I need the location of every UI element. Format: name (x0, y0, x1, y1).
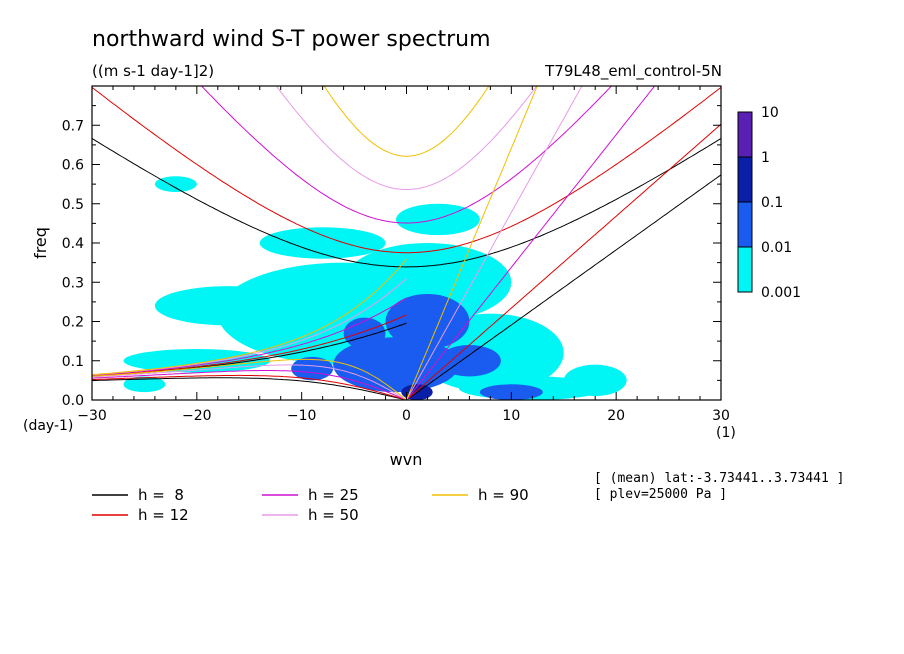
run-label: T79L48_eml_control-5N (544, 62, 722, 81)
y-tick-label: 0.6 (62, 158, 84, 174)
legend-label: h = 12 (138, 506, 189, 524)
curve-er-h25 (92, 370, 408, 400)
curve-kelvin-h12 (406, 123, 721, 400)
y-tick-label: 0.3 (62, 275, 84, 291)
legend: h = 8 h = 12 h = 25 h = 50 h = 90 (92, 486, 529, 524)
curve-mrg-h90 (92, 258, 407, 376)
power-region-0p001 (343, 243, 512, 322)
power-region-0p01 (343, 317, 386, 349)
curve-mrg-h12 (92, 314, 407, 377)
colorbar-level-label: 10 (761, 105, 779, 121)
curve-mrg-h25 (92, 297, 407, 376)
colorbar-level-label: 0.001 (761, 285, 801, 301)
x-tick-label: −30 (77, 408, 107, 424)
legend-label: h = 8 (138, 486, 184, 504)
power-shading (123, 176, 627, 400)
units-label: ((m s-1 day-1]2) (92, 62, 214, 80)
axis-ticks: −30 −20 −10 0 10 20 30 0.0 0.1 0.2 0.3 0.4 0.5 0.6 0.7 (62, 86, 730, 424)
curve-er-h50 (92, 364, 408, 400)
chart-title: northward wind S-T power spectrum (92, 27, 491, 52)
colorbar-level-label: 1 (761, 150, 770, 166)
power-region-0p001 (563, 364, 627, 397)
legend-label: h = 90 (478, 486, 529, 504)
colorbar: 10 1 0.1 0.01 0.001 (737, 105, 801, 301)
curve-er-h12 (92, 374, 409, 400)
x-tick-label: −10 (287, 408, 317, 424)
y-tick-label: 0.2 (62, 315, 84, 331)
dispersion-curves (92, 86, 721, 400)
power-region-0p001 (123, 376, 166, 393)
x-axis-title: wvn (390, 450, 423, 469)
power-region-0p001 (154, 176, 197, 192)
y-axis-title: freq (31, 227, 50, 259)
power-region-0p001 (396, 203, 480, 236)
annotation-lat: [ (mean) lat:-3.73441..3.73441 ] (594, 471, 844, 486)
colorbar-level-label: 0.1 (761, 195, 783, 211)
y-tick-label: 0.1 (62, 354, 84, 370)
curve-ig-h90 (323, 86, 490, 157)
power-region-0p01 (385, 294, 470, 349)
y-tick-label: 0.4 (62, 236, 84, 252)
curve-kelvin-h8 (406, 174, 721, 400)
y-tick-label: 0.0 (62, 393, 84, 409)
y-unit-label: (day-1) (23, 418, 73, 434)
power-region-0p01 (437, 345, 501, 377)
annotation-plev: [ plev=25000 Pa ] (594, 487, 727, 502)
curve-er-h8 (92, 377, 409, 400)
curve-ig-h8 (92, 137, 721, 268)
curve-ig-h50 (275, 86, 538, 190)
power-region-0p001 (123, 348, 271, 373)
curve-ig-h12 (92, 87, 721, 254)
x-tick-label: 30 (712, 408, 730, 424)
x-tick-label: −20 (182, 408, 212, 424)
curve-kelvin-h25 (406, 86, 656, 400)
curve-kelvin-h50 (406, 86, 583, 400)
power-region-0p001 (154, 286, 302, 326)
y-tick-label: 0.5 (62, 197, 84, 213)
colorbar-swatch (737, 246, 753, 293)
curve-kelvin-h90 (406, 86, 538, 400)
x-tick-label: 20 (607, 408, 625, 424)
y-tick-label: 0.7 (62, 118, 84, 134)
x-tick-label: 0 (402, 408, 411, 424)
power-region-0p001 (259, 227, 386, 259)
x-unit-label: (1) (716, 425, 736, 441)
colorbar-swatch (737, 201, 753, 248)
curve-ig-h25 (200, 86, 613, 224)
legend-label: h = 25 (308, 486, 359, 504)
colorbar-swatch (737, 156, 753, 203)
curve-er-h90 (92, 358, 408, 400)
colorbar-level-label: 0.01 (761, 240, 792, 256)
x-tick-label: 10 (502, 408, 520, 424)
legend-label: h = 50 (308, 506, 359, 524)
colorbar-swatch (737, 111, 753, 158)
